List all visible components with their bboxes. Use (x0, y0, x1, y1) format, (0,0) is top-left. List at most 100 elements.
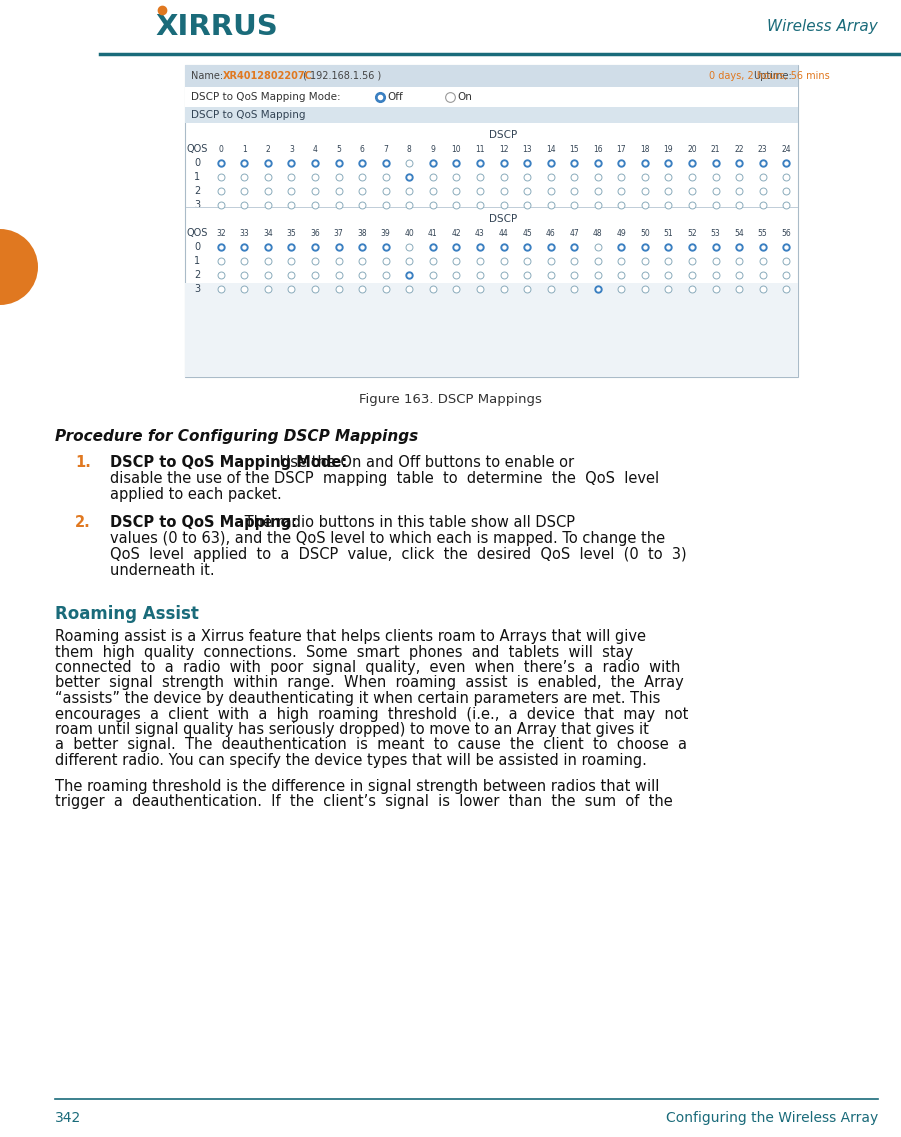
Text: 2.: 2. (75, 515, 91, 530)
Text: DSCP to QoS Mapping Mode:: DSCP to QoS Mapping Mode: (110, 455, 347, 470)
Text: 2: 2 (194, 269, 200, 280)
Text: 13: 13 (523, 144, 532, 153)
Text: disable the use of the DSCP  mapping  table  to  determine  the  QoS  level: disable the use of the DSCP mapping tabl… (110, 471, 660, 485)
Text: 38: 38 (358, 229, 367, 238)
Text: Off: Off (387, 92, 403, 102)
Text: 3: 3 (289, 144, 294, 153)
Text: 48: 48 (593, 229, 603, 238)
Text: 5: 5 (336, 144, 341, 153)
Text: connected  to  a  radio  with  poor  signal  quality,  even  when  there’s  a  r: connected to a radio with poor signal qu… (55, 659, 680, 675)
Text: Name:: Name: (191, 70, 223, 81)
Text: 44: 44 (498, 229, 508, 238)
Text: 23: 23 (758, 144, 768, 153)
Text: QoS  level  applied  to  a  DSCP  value,  click  the  desired  QoS  level  (0  t: QoS level applied to a DSCP value, click… (110, 547, 687, 562)
Text: 32: 32 (216, 229, 225, 238)
Text: 53: 53 (711, 229, 721, 238)
Text: 33: 33 (240, 229, 250, 238)
Text: 0: 0 (194, 242, 200, 252)
Text: Figure 163. DSCP Mappings: Figure 163. DSCP Mappings (359, 392, 542, 406)
Bar (185, 283, 798, 377)
Text: values (0 to 63), and the QoS level to which each is mapped. To change the: values (0 to 63), and the QoS level to w… (110, 531, 665, 546)
Text: XR4012802207C: XR4012802207C (223, 70, 313, 81)
Text: 34: 34 (263, 229, 273, 238)
Text: 49: 49 (616, 229, 626, 238)
Bar (185, 88, 798, 107)
Text: 24: 24 (781, 144, 791, 153)
Text: 0: 0 (218, 144, 223, 153)
Text: 12: 12 (499, 144, 508, 153)
Text: 46: 46 (546, 229, 556, 238)
Text: 54: 54 (734, 229, 744, 238)
Text: DSCP to QoS Mapping: DSCP to QoS Mapping (191, 110, 305, 121)
Text: Procedure for Configuring DSCP Mappings: Procedure for Configuring DSCP Mappings (55, 429, 418, 445)
Text: Configuring the Wireless Array: Configuring the Wireless Array (666, 1111, 878, 1124)
Text: 41: 41 (428, 229, 438, 238)
Text: 9: 9 (431, 144, 435, 153)
Text: 0 days, 2 hours, 56 mins: 0 days, 2 hours, 56 mins (709, 70, 830, 81)
Text: better  signal  strength  within  range.  When  roaming  assist  is  enabled,  t: better signal strength within range. Whe… (55, 675, 684, 690)
Text: different radio. You can specify the device types that will be assisted in roami: different radio. You can specify the dev… (55, 753, 647, 767)
Text: applied to each packet.: applied to each packet. (110, 487, 282, 503)
Text: 3: 3 (194, 284, 200, 294)
Text: 7: 7 (383, 144, 388, 153)
Text: 1.: 1. (75, 455, 91, 470)
Text: QOS: QOS (187, 229, 208, 238)
Text: 20: 20 (687, 144, 696, 153)
Text: DSCP to QoS Mapping:: DSCP to QoS Mapping: (110, 515, 297, 530)
Text: 17: 17 (616, 144, 626, 153)
Text: Roaming assist is a Xirrus feature that helps clients roam to Arrays that will g: Roaming assist is a Xirrus feature that … (55, 629, 646, 644)
Text: 35: 35 (287, 229, 296, 238)
Text: 56: 56 (781, 229, 791, 238)
Text: ( 192.168.1.56 ): ( 192.168.1.56 ) (303, 70, 381, 81)
Text: underneath it.: underneath it. (110, 563, 214, 578)
Text: 2: 2 (194, 186, 200, 196)
Text: DSCP to QoS Mapping Mode:: DSCP to QoS Mapping Mode: (191, 92, 341, 102)
Text: encourages  a  client  with  a  high  roaming  threshold  (i.e.,  a  device  tha: encourages a client with a high roaming … (55, 706, 688, 722)
Text: 11: 11 (475, 144, 485, 153)
Text: 50: 50 (640, 229, 650, 238)
Text: them  high  quality  connections.  Some  smart  phones  and  tablets  will  stay: them high quality connections. Some smar… (55, 645, 633, 659)
Bar (0, 0, 901, 55)
Text: 10: 10 (451, 144, 461, 153)
Text: 40: 40 (405, 229, 414, 238)
Text: a  better  signal.  The  deauthentication  is  meant  to  cause  the  client  to: a better signal. The deauthentication is… (55, 738, 687, 753)
Text: 4: 4 (313, 144, 317, 153)
Text: Wireless Array: Wireless Array (768, 19, 878, 34)
Bar (185, 107, 798, 123)
Text: 42: 42 (451, 229, 461, 238)
Bar (185, 65, 798, 88)
Text: 2: 2 (266, 144, 270, 153)
Text: QOS: QOS (187, 144, 208, 153)
Text: Roaming Assist: Roaming Assist (55, 605, 199, 623)
Text: 0: 0 (194, 158, 200, 168)
Text: On: On (457, 92, 472, 102)
Text: 36: 36 (310, 229, 320, 238)
Bar (185, 65, 798, 377)
Text: DSCP: DSCP (489, 130, 518, 140)
Text: 47: 47 (569, 229, 579, 238)
Text: 14: 14 (546, 144, 555, 153)
Text: DSCP: DSCP (489, 214, 518, 224)
Text: The radio buttons in this table show all DSCP: The radio buttons in this table show all… (240, 515, 575, 530)
Text: trigger  a  deauthentication.  If  the  client’s  signal  is  lower  than  the  : trigger a deauthentication. If the clien… (55, 794, 673, 810)
Text: 51: 51 (664, 229, 673, 238)
Text: 6: 6 (359, 144, 365, 153)
Text: 1: 1 (194, 256, 200, 266)
Text: The roaming threshold is the difference in signal strength between radios that w: The roaming threshold is the difference … (55, 779, 660, 794)
Text: 39: 39 (381, 229, 390, 238)
Text: 15: 15 (569, 144, 579, 153)
Text: Uptime:: Uptime: (753, 70, 792, 81)
Text: 16: 16 (593, 144, 603, 153)
Text: roam until signal quality has seriously dropped) to move to an Array that gives : roam until signal quality has seriously … (55, 722, 649, 737)
Text: Use the On and Off buttons to enable or: Use the On and Off buttons to enable or (275, 455, 574, 470)
Text: 22: 22 (734, 144, 744, 153)
Text: “assists” the device by deauthenticating it when certain parameters are met. Thi: “assists” the device by deauthenticating… (55, 691, 660, 706)
Text: 1: 1 (194, 172, 200, 182)
Text: XIRRUS: XIRRUS (155, 13, 278, 41)
Text: 1: 1 (242, 144, 247, 153)
Text: 342: 342 (55, 1111, 81, 1124)
Text: 52: 52 (687, 229, 696, 238)
Text: 45: 45 (523, 229, 532, 238)
Text: 37: 37 (333, 229, 343, 238)
Text: 3: 3 (194, 200, 200, 210)
